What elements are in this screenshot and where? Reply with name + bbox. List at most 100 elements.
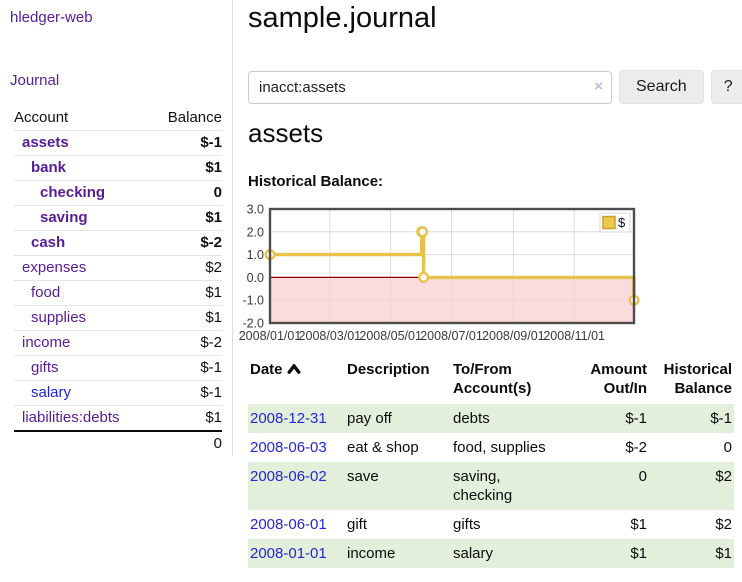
transaction-description: save [347,468,379,485]
svg-text:$: $ [618,215,626,230]
transaction-balance: $2 [715,468,732,485]
svg-text:-2.0: -2.0 [242,317,264,331]
accounts-rows: assets $-1 bank $1 checking 0 saving $1 [14,131,222,430]
sidebar-item-journal[interactable]: Journal [10,72,60,89]
search-form: × Search ? [248,70,742,104]
sort-ascending-icon [287,360,301,379]
accounts-column-header: Account [14,109,69,126]
transaction-accounts: food, supplies [453,439,546,456]
account-row: food $1 [14,281,222,306]
register-header-row: Date Description To/From Account(s) Amou… [248,356,734,404]
transaction-date-link[interactable]: 2008-06-01 [250,516,327,533]
transaction-amount: 0 [638,468,647,485]
account-row: liabilities:debts $1 [14,406,222,430]
transaction-amount: $1 [630,545,647,562]
search-help-button[interactable]: ? [710,70,742,104]
accounts-total-row: 0 [14,430,222,456]
register-rows: 2008-12-31 pay off debts $-1 $-1 2008-06… [248,404,734,568]
transaction-accounts: saving, checking [453,468,513,504]
search-input[interactable] [248,70,612,104]
register-header-description: Description [347,361,430,378]
svg-text:2008/07/01: 2008/07/01 [420,329,483,343]
clear-search-icon[interactable]: × [594,77,603,95]
svg-text:2008/01/01: 2008/01/01 [239,329,302,343]
account-balance: $-1 [200,134,222,151]
svg-text:0.0: 0.0 [247,271,264,285]
account-balance: $1 [205,409,222,426]
register-header-date[interactable]: Date [248,356,345,404]
transaction-amount: $1 [630,516,647,533]
svg-text:-1.0: -1.0 [242,294,264,308]
transaction-date-link[interactable]: 2008-06-02 [250,468,327,485]
account-link[interactable]: salary [31,384,72,401]
transaction-accounts: debts [453,410,490,427]
account-link[interactable]: income [22,334,71,351]
accounts-total-value: 0 [213,435,222,452]
transaction-date-link[interactable]: 2008-12-31 [250,410,327,427]
account-link[interactable]: saving [40,209,88,226]
register-row: 2008-06-01 gift gifts $1 $2 [248,510,734,539]
search-button[interactable]: Search [619,70,704,104]
register-table: Date Description To/From Account(s) Amou… [248,356,734,568]
account-link[interactable]: assets [22,134,69,151]
account-link[interactable]: gifts [31,359,59,376]
account-row: expenses $2 [14,256,222,281]
account-link[interactable]: cash [31,234,66,251]
balance-column-header: Balance [167,109,222,126]
account-link[interactable]: checking [40,184,106,201]
transaction-accounts: salary [453,545,494,562]
transaction-accounts: gifts [453,516,481,533]
account-row: saving $1 [14,206,222,231]
account-link[interactable]: liabilities:debts [22,409,120,426]
svg-text:2008/09/01: 2008/09/01 [482,329,545,343]
account-link[interactable]: food [31,284,61,301]
chart-canvas: 3.0 2.0 1.0 0.0 -1.0 -2.02008/01/012008/03/01… [239,203,640,343]
account-row: supplies $1 [14,306,222,331]
register-header-amount: Amount Out/In [590,361,647,397]
transaction-description: income [347,545,396,562]
account-balance: $1 [205,284,222,301]
transaction-date-link[interactable]: 2008-06-03 [250,439,327,456]
svg-text:2008/05/01: 2008/05/01 [359,329,422,343]
transaction-amount: $-1 [625,410,647,427]
account-balance: $-2 [200,234,222,251]
accounts-table: Account Balance assets $-1 bank $1 check… [14,106,222,456]
account-link[interactable]: supplies [31,309,87,326]
svg-text:1.0: 1.0 [247,248,264,262]
account-row: assets $-1 [14,131,222,156]
register-row: 2008-12-31 pay off debts $-1 $-1 [248,404,734,433]
account-balance: $1 [205,309,222,326]
register-row: 2008-06-02 save saving, checking 0 $2 [248,462,734,510]
transaction-balance: 0 [723,439,732,456]
transaction-balance: $2 [715,516,732,533]
register-header-balance: Historical Balance [663,361,732,397]
transaction-description: pay off [347,410,392,427]
chart-title: Historical Balance: [248,173,384,190]
account-row: checking 0 [14,181,222,206]
transaction-description: gift [347,516,368,533]
account-row: salary $-1 [14,381,222,406]
transaction-amount: $-2 [625,439,647,456]
register-row: 2008-06-03 eat & shop food, supplies $-2… [248,433,734,462]
date-header-label: Date [250,361,283,378]
account-row: gifts $-1 [14,356,222,381]
account-balance: $-1 [200,359,222,376]
svg-text:2.0: 2.0 [247,225,264,239]
account-balance: 0 [213,184,222,201]
historical-balance-chart: 3.0 2.0 1.0 0.0 -1.0 -2.0 2008/01/01 2008/03/01… [222,202,662,352]
svg-text:2008/03/01: 2008/03/01 [299,329,362,343]
account-balance: $-1 [200,384,222,401]
page-title: sample.journal [248,2,437,34]
register-row: 2008-01-01 income salary $1 $1 [248,539,734,568]
account-row: bank $1 [14,156,222,181]
app-title-link[interactable]: hledger-web [10,9,93,26]
account-balance: $2 [205,259,222,276]
register-header-accounts: To/From Account(s) [453,361,532,397]
account-link[interactable]: bank [31,159,67,176]
transaction-description: eat & shop [347,439,419,456]
account-link[interactable]: expenses [22,259,87,276]
account-row: income $-2 [14,331,222,356]
transaction-date-link[interactable]: 2008-01-01 [250,545,327,562]
transaction-balance: $-1 [710,410,732,427]
svg-text:2008/11/01: 2008/11/01 [543,329,605,343]
